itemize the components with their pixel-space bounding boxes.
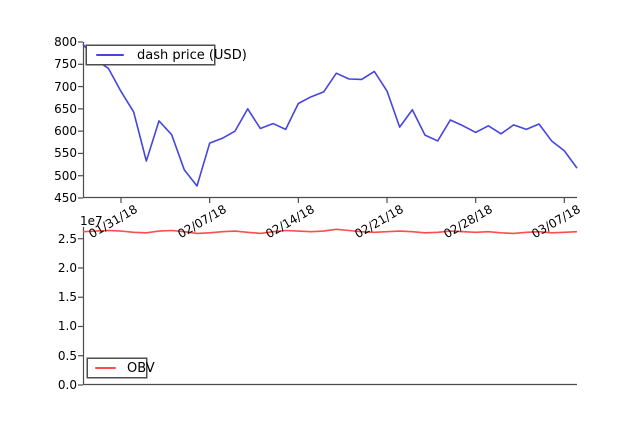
y-tick-label: 2.5 [57,231,77,246]
y-tick-label: 800 [54,35,77,49]
y-tick-label: 2.0 [57,260,77,275]
y-tick-label: 550 [54,146,77,161]
price-legend-line-sample [96,54,124,56]
obv-line [82,228,578,235]
y-tick-label: 450 [54,191,77,205]
y-tick-label: 700 [54,79,77,94]
price-line [82,43,578,187]
axis-offset-label: 1e7 [80,214,103,228]
y-tick-label: 650 [54,101,77,116]
price-legend-label: dash price (USD) [137,47,247,63]
y-tick-label: 600 [54,124,77,139]
obv-legend-label: OBV [127,360,155,376]
price-legend: dash price (USD) [86,45,247,65]
price-chart [78,41,578,203]
y-tick-label: 750 [54,57,77,72]
obv-legend-line-sample [95,367,116,369]
y-tick-label: 0.0 [57,378,77,392]
y-tick-label: 1.0 [57,319,77,334]
y-tick-label: 1.5 [57,290,77,305]
obv-chart [78,227,578,386]
y-tick-label: 500 [54,168,77,183]
y-tick-label: 0.5 [57,348,77,363]
obv-legend: OBV [87,358,155,378]
